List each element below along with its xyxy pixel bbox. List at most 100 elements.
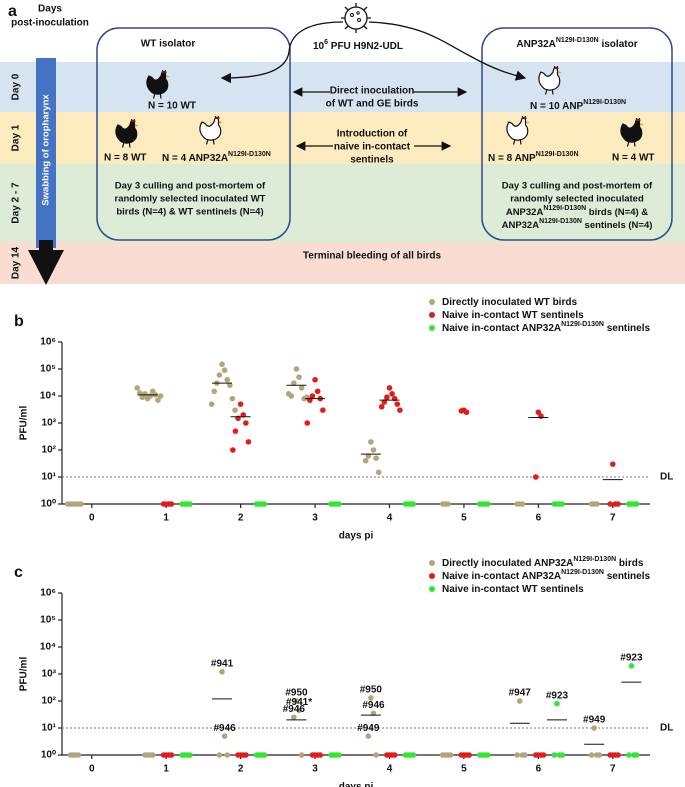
inoculation-note: of WT and GE birds: [326, 99, 419, 110]
text-run: ANP32A: [506, 207, 544, 218]
data-point: [484, 501, 491, 507]
data-point: [394, 401, 401, 407]
x-axis-title: days pi: [339, 782, 374, 787]
swab-arrow: [36, 58, 56, 248]
wt-isolator-box: [96, 27, 291, 241]
y-tick-label: 10³: [42, 669, 57, 680]
data-point: [224, 752, 231, 758]
data-point: [317, 752, 324, 758]
data-point: [147, 393, 153, 399]
data-point: [439, 501, 446, 507]
data-point: [261, 752, 268, 758]
data-point: [298, 385, 305, 391]
x-axis-title: days pi: [339, 531, 374, 542]
data-point: [235, 752, 241, 758]
day-label: Day 1: [11, 124, 22, 151]
data-point: [75, 752, 82, 758]
point-label: #923: [620, 653, 643, 664]
introduction-note: Introduction of: [337, 129, 408, 140]
data-point: [447, 752, 454, 758]
panel-label: a: [8, 3, 17, 20]
data-point: [633, 752, 640, 758]
superscript: N129I-D130N: [228, 151, 271, 158]
data-point: [514, 501, 520, 507]
data-point: [384, 394, 390, 401]
data-point: [362, 457, 369, 464]
data-point: [78, 501, 84, 507]
data-point: [477, 501, 483, 507]
x-tick-label: 5: [461, 764, 467, 775]
data-point: [179, 501, 186, 507]
point-label: #946: [362, 700, 385, 711]
y-tick-label: 10⁶: [40, 588, 56, 599]
data-point: [458, 752, 465, 758]
superscript: N129I-D130N: [543, 205, 586, 212]
data-point: [370, 447, 377, 453]
data-point: [384, 752, 390, 758]
text-run: 10: [313, 41, 325, 52]
day2-band: [0, 164, 685, 242]
legend-marker: [429, 560, 435, 566]
culling-note: birds (N=4) & WT sentinels (N=4): [116, 207, 263, 218]
data-point: [484, 752, 491, 758]
culling-note: randomly selected inoculated: [510, 194, 644, 205]
text-run: Naive in-contact WT sentinels: [442, 310, 584, 321]
data-point: [588, 501, 595, 507]
data-point: [253, 501, 260, 507]
data-point: [230, 447, 236, 453]
data-point: [596, 752, 603, 758]
data-point: [522, 752, 528, 758]
data-point: [328, 501, 334, 507]
data-point: [588, 752, 595, 758]
superscript: N129I-D130N: [556, 37, 599, 44]
data-point: [219, 669, 225, 675]
data-point: [532, 474, 539, 480]
point-label: #941*: [286, 697, 312, 708]
swabbing-label: Swabbing of oropharynx: [41, 94, 52, 206]
data-point: [378, 403, 385, 410]
point-label: #946: [283, 704, 306, 715]
group-size: N = 4 WT: [612, 153, 655, 164]
data-point: [142, 752, 148, 758]
data-point: [293, 698, 300, 704]
data-point: [559, 752, 565, 758]
text-run: Naive in-contact WT sentinels: [442, 584, 584, 595]
day-label: Day 2 - 7: [11, 182, 22, 224]
superscript: 6: [324, 39, 328, 46]
swab-arrow-shaft: [39, 240, 53, 252]
data-point: [402, 752, 409, 758]
culling-note: Day 3 culling and post-mortem of: [502, 181, 653, 192]
x-tick-label: 0: [89, 764, 95, 775]
superscript: N129I-D130N: [573, 556, 616, 563]
data-point: [155, 397, 161, 403]
culling-note: Day 3 culling and post-mortem of: [115, 181, 266, 192]
data-point: [439, 752, 446, 758]
superscript: N129I-D130N: [583, 99, 626, 106]
virus-icon: [341, 3, 371, 33]
data-point: [136, 390, 143, 396]
x-tick-label: 1: [163, 513, 169, 524]
point-label: #947: [509, 688, 532, 699]
x-tick-label: 4: [387, 764, 393, 775]
point-label: #950: [285, 688, 308, 699]
text-run: sentinels (N=4): [582, 220, 652, 231]
detection-limit-label: DL: [660, 723, 673, 734]
data-point: [221, 367, 228, 374]
data-point: [532, 752, 539, 758]
inoculation-note: Direct inoculation: [330, 86, 414, 97]
detection-limit-label: DL: [660, 472, 673, 483]
legend-label: Naive in-contact WT sentinels: [442, 584, 584, 595]
text-run: ANP32A: [516, 39, 555, 50]
virus-arrow: [368, 21, 527, 81]
point-label: #949: [583, 715, 606, 726]
data-point: [540, 752, 547, 758]
legend-marker: [429, 573, 435, 579]
y-tick-label: 10⁴: [40, 391, 56, 402]
panel-a: a Days post-inoculation Day 0 Day 1 Day …: [0, 3, 685, 285]
data-point: [179, 752, 186, 758]
text-run: sentinels: [604, 323, 651, 334]
data-point: [466, 752, 472, 758]
data-point: [519, 501, 526, 507]
